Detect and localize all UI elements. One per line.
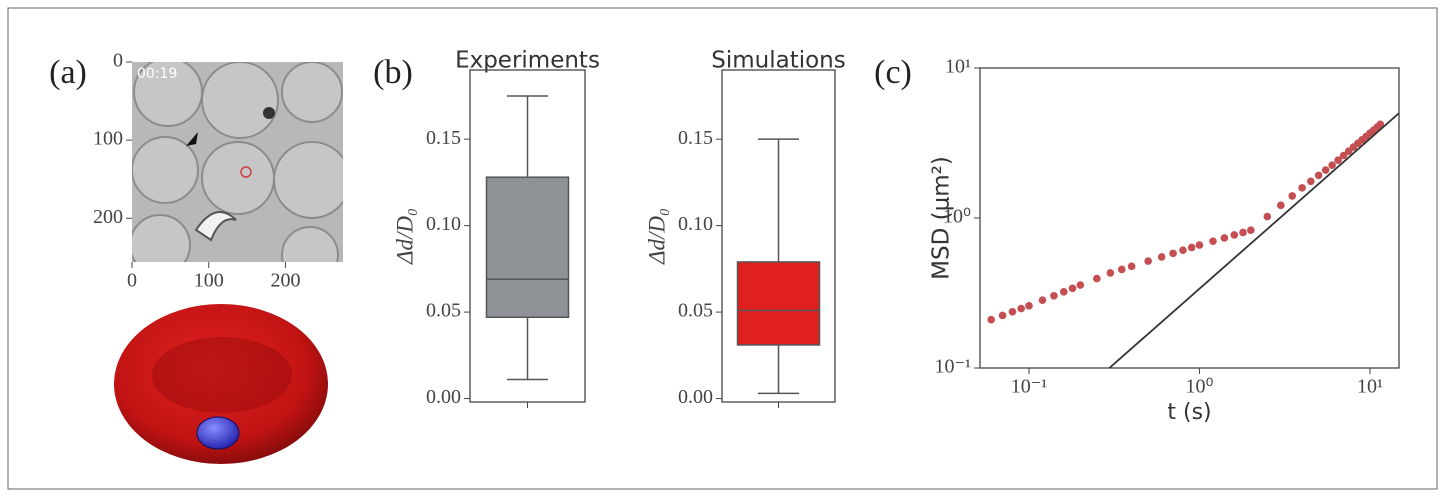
y-axis-label: Δd/D₀ — [392, 208, 417, 265]
data-point — [1196, 241, 1204, 249]
plot-frame — [980, 68, 1399, 368]
data-point — [1128, 263, 1136, 271]
y-tick-label: 100 — [93, 128, 123, 150]
data-point — [1209, 237, 1217, 245]
data-point — [1060, 288, 1068, 296]
timestamp: 00:19 — [137, 66, 177, 82]
data-point — [1069, 284, 1077, 292]
y-tick-label: 0.00 — [426, 386, 461, 408]
data-point — [1298, 184, 1306, 192]
data-point — [1093, 275, 1101, 283]
data-point — [1239, 229, 1247, 237]
y-tick-label: 0.05 — [678, 300, 713, 322]
y-tick-label: 0.10 — [678, 213, 713, 235]
y-tick-label: 0.15 — [426, 127, 461, 149]
panel-label: (c) — [874, 54, 912, 91]
data-point — [1118, 266, 1126, 274]
data-point — [1315, 172, 1323, 180]
data-point — [1158, 253, 1166, 261]
data-point — [1264, 213, 1272, 221]
data-point — [1039, 296, 1047, 304]
x-tick-label: 200 — [270, 270, 300, 292]
data-point — [1328, 161, 1336, 169]
x-axis-label: t (s) — [1167, 400, 1211, 425]
y-tick-label: 10⁻¹ — [934, 356, 971, 378]
page: {"chart_data": [ {"type": "image", "pane… — [0, 0, 1445, 497]
data-point — [1077, 281, 1085, 289]
y-tick-label: 0.05 — [426, 300, 461, 322]
data-point — [1144, 257, 1152, 265]
x-tick-label: 10¹ — [1357, 376, 1383, 398]
data-point — [1221, 234, 1229, 242]
x-tick-label: 10⁻¹ — [1011, 376, 1048, 398]
data-point — [1277, 202, 1285, 210]
data-point — [1107, 269, 1115, 277]
x-tick-label: 10⁰ — [1185, 376, 1213, 398]
data-point — [1025, 302, 1033, 310]
data-point — [1179, 246, 1187, 254]
y-tick-label: 0.00 — [678, 386, 713, 408]
fit-line — [1109, 113, 1399, 368]
y-tick-label: 200 — [93, 206, 123, 228]
panel-label: (a) — [49, 54, 87, 91]
micrograph — [130, 58, 350, 283]
data-point — [1009, 308, 1017, 316]
rbc-render — [114, 304, 328, 464]
data-point — [1230, 231, 1238, 239]
data-point — [1322, 166, 1330, 174]
x-tick-label: 0 — [127, 270, 137, 292]
y-tick-label: 10¹ — [945, 56, 971, 78]
data-point — [1247, 226, 1255, 234]
y-axis-label: Δd/D₀ — [644, 208, 669, 265]
data-point — [1050, 292, 1058, 300]
y-tick-label: 0.15 — [678, 127, 713, 149]
y-axis-label: MSD (μm²) — [929, 156, 955, 280]
data-point — [1169, 250, 1177, 258]
data-point — [1017, 305, 1025, 313]
data-point — [1288, 192, 1296, 200]
panel-label: (b) — [373, 54, 413, 91]
x-tick-label: 100 — [194, 270, 224, 292]
y-tick-label: 0.10 — [426, 213, 461, 235]
figure: (a)0100200010020000:19(b)Experiments0.00… — [0, 0, 1445, 497]
data-point — [1307, 177, 1315, 185]
y-tick-label: 0 — [113, 50, 123, 72]
data-point — [987, 316, 995, 324]
box — [487, 177, 569, 317]
data-point — [999, 312, 1007, 320]
box — [738, 262, 820, 345]
data-point — [1188, 244, 1196, 252]
